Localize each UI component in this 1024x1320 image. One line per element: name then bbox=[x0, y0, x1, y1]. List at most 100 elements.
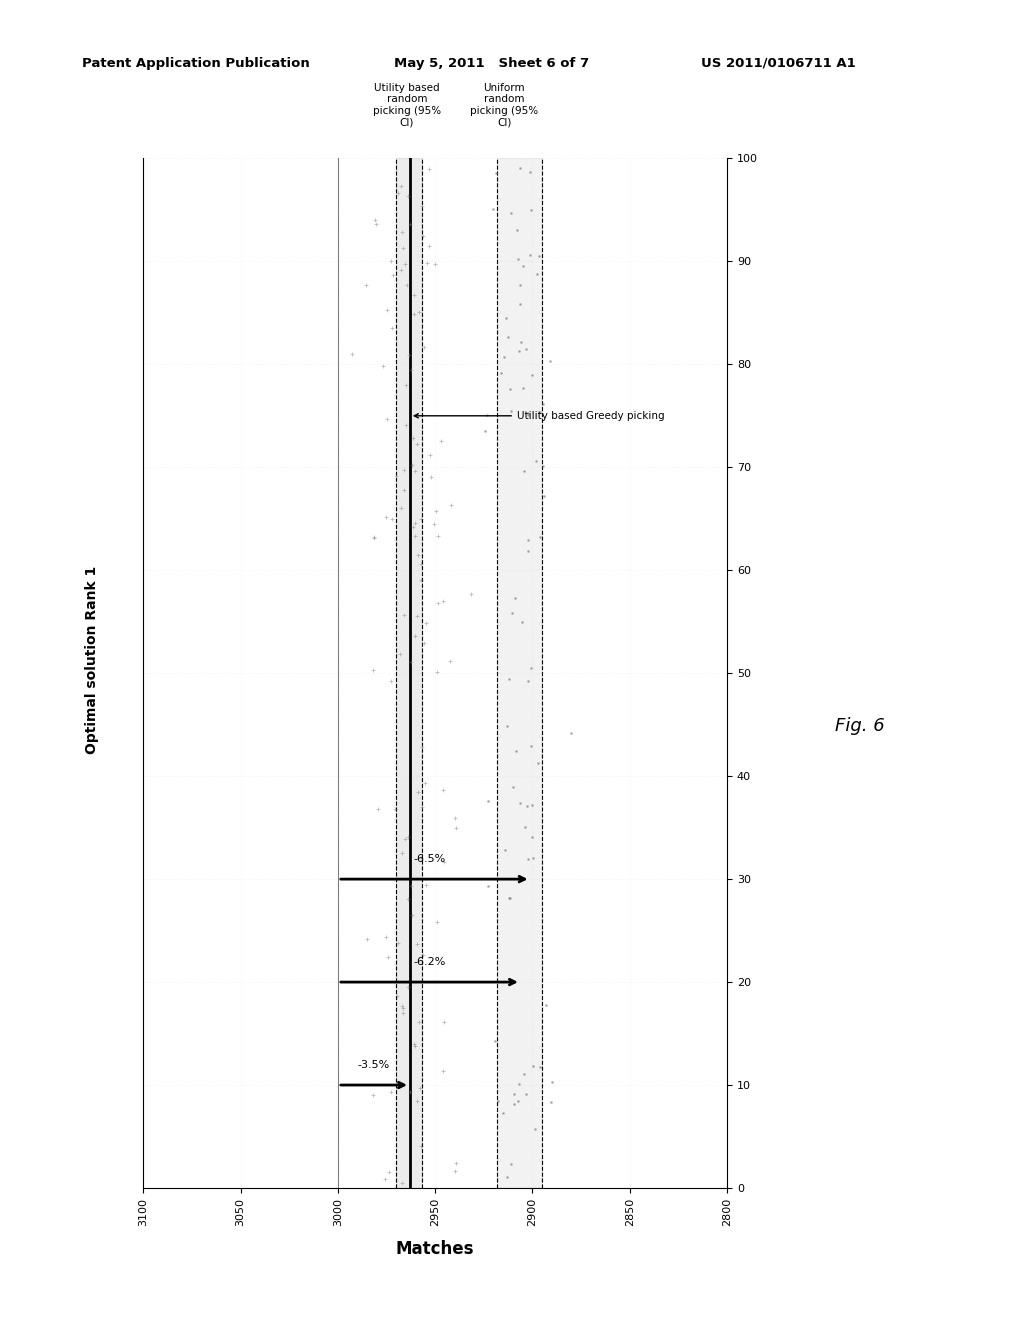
Point bbox=[506, 587, 522, 609]
Text: -6.2%: -6.2% bbox=[413, 957, 445, 966]
Point bbox=[380, 946, 396, 968]
Point bbox=[395, 605, 412, 626]
Point bbox=[421, 445, 437, 466]
Point bbox=[518, 1084, 535, 1105]
Point bbox=[514, 611, 530, 632]
Point bbox=[435, 779, 452, 800]
Point bbox=[485, 199, 502, 220]
Point bbox=[421, 235, 437, 256]
Text: -6.5%: -6.5% bbox=[414, 854, 445, 863]
Point bbox=[402, 875, 419, 896]
Point bbox=[379, 409, 395, 430]
Point bbox=[393, 176, 410, 197]
Point bbox=[425, 513, 441, 535]
Point bbox=[383, 671, 399, 692]
Point bbox=[394, 1172, 411, 1193]
Point bbox=[380, 1162, 396, 1183]
Point bbox=[397, 829, 414, 850]
Point bbox=[378, 506, 394, 527]
Point bbox=[510, 1090, 526, 1111]
Point bbox=[407, 1036, 423, 1057]
Point bbox=[433, 430, 450, 451]
Point bbox=[366, 528, 382, 549]
Point bbox=[523, 364, 540, 385]
Point bbox=[525, 847, 542, 869]
Point bbox=[506, 1084, 522, 1105]
Point bbox=[428, 500, 444, 521]
Point bbox=[426, 253, 442, 275]
Point bbox=[390, 933, 407, 954]
Point bbox=[415, 226, 431, 247]
Point bbox=[516, 1063, 532, 1084]
Point bbox=[383, 251, 399, 272]
Point bbox=[399, 888, 416, 909]
Point bbox=[449, 1152, 465, 1173]
Point bbox=[542, 350, 558, 371]
Point bbox=[535, 393, 551, 414]
Point bbox=[479, 791, 496, 812]
Point bbox=[394, 842, 411, 863]
Point bbox=[399, 977, 416, 998]
Point bbox=[544, 1072, 560, 1093]
Point bbox=[502, 887, 518, 908]
Point bbox=[487, 162, 504, 183]
Point bbox=[429, 912, 445, 933]
Point bbox=[503, 202, 519, 223]
Point bbox=[527, 1118, 544, 1139]
Point bbox=[409, 933, 425, 954]
Point bbox=[515, 378, 531, 399]
Text: May 5, 2011   Sheet 6 of 7: May 5, 2011 Sheet 6 of 7 bbox=[394, 57, 590, 70]
Point bbox=[394, 222, 411, 243]
Point bbox=[384, 317, 400, 338]
Point bbox=[511, 275, 527, 296]
Point bbox=[414, 195, 430, 216]
Point bbox=[400, 345, 417, 366]
Point bbox=[419, 252, 435, 273]
Point bbox=[514, 255, 530, 276]
Point bbox=[387, 799, 403, 820]
Point bbox=[537, 484, 553, 506]
Point bbox=[410, 544, 426, 565]
Point bbox=[430, 525, 446, 546]
Point bbox=[563, 723, 580, 744]
Point bbox=[512, 157, 528, 178]
Point bbox=[397, 375, 414, 396]
Point bbox=[529, 752, 546, 774]
Point bbox=[479, 404, 496, 425]
Point bbox=[446, 1160, 463, 1181]
Point bbox=[479, 875, 496, 896]
Point bbox=[522, 161, 539, 182]
Point bbox=[532, 1057, 549, 1078]
Point bbox=[413, 508, 429, 529]
Point bbox=[523, 657, 540, 678]
Text: US 2011/0106711 A1: US 2011/0106711 A1 bbox=[701, 57, 856, 70]
Point bbox=[403, 904, 420, 925]
Point bbox=[409, 1090, 425, 1111]
Point bbox=[411, 1012, 427, 1034]
Point bbox=[409, 606, 425, 627]
Point bbox=[446, 808, 463, 829]
Point bbox=[531, 401, 548, 422]
Point bbox=[504, 602, 520, 623]
Point bbox=[516, 816, 532, 837]
Point bbox=[401, 214, 418, 235]
Point bbox=[412, 1077, 428, 1098]
Point bbox=[516, 461, 532, 482]
Text: Patent Application Publication: Patent Application Publication bbox=[82, 57, 309, 70]
Text: Utility based Greedy picking: Utility based Greedy picking bbox=[415, 411, 665, 421]
Point bbox=[528, 264, 545, 285]
Point bbox=[512, 293, 528, 314]
Point bbox=[393, 259, 410, 280]
Point bbox=[397, 414, 414, 436]
Point bbox=[520, 405, 537, 426]
Point bbox=[423, 466, 439, 487]
Point bbox=[395, 1003, 412, 1024]
Text: Optimal solution Rank 1: Optimal solution Rank 1 bbox=[85, 566, 99, 754]
Point bbox=[402, 1081, 419, 1102]
Point bbox=[511, 341, 527, 362]
Point bbox=[414, 737, 430, 758]
X-axis label: Matches: Matches bbox=[396, 1239, 474, 1258]
Point bbox=[404, 516, 421, 537]
Point bbox=[518, 796, 535, 817]
Point bbox=[512, 792, 528, 813]
